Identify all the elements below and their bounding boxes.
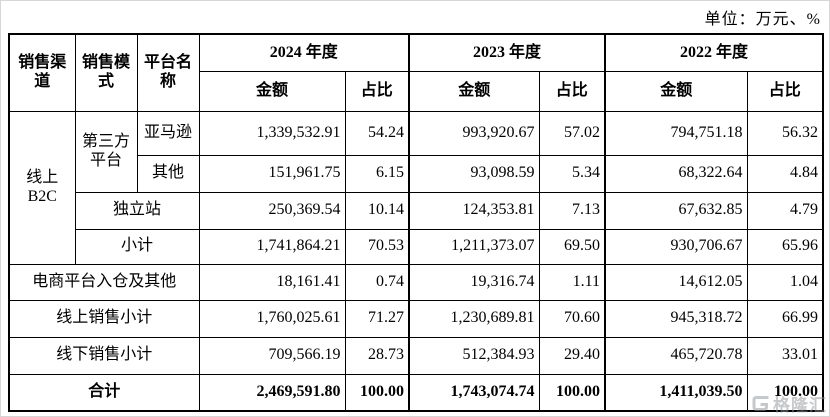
cell-label-online-subtotal: 线上销售小计: [8, 299, 200, 338]
cell-ratio-2022: 100.00: [746, 373, 824, 412]
header-ratio-2022: 占比: [746, 70, 824, 112]
cell-amount-2023: 19,316.74: [408, 263, 540, 301]
cell-platform-independent-site: 独立站: [74, 191, 200, 230]
cell-ratio-2022: 65.96: [746, 228, 824, 265]
cell-ratio-2024: 54.24: [344, 110, 410, 156]
header-amount-2024: 金额: [198, 70, 346, 112]
table-row-warehouse-other: 电商平台入仓及其他 18,161.41 0.74 19,316.74 1.11 …: [8, 263, 824, 301]
cell-amount-2023: 124,353.81: [408, 191, 540, 230]
cell-ratio-2023: 5.34: [538, 154, 606, 193]
cell-ratio-2024: 100.00: [344, 373, 410, 412]
cell-ratio-2024: 70.53: [344, 228, 410, 265]
table-row-other-platforms: 其他 151,961.75 6.15 93,098.59 5.34 68,322…: [9, 154, 824, 193]
cell-amount-2024: 1,339,532.91: [198, 110, 346, 156]
header-sales-channel: 销售渠道: [8, 33, 76, 112]
cell-amount-2024: 709,566.19: [198, 336, 346, 375]
cell-amount-2023: 1,743,074.74: [408, 373, 540, 412]
cell-ratio-2022: 66.99: [746, 299, 824, 338]
cell-amount-2024: 2,469,591.80: [198, 373, 346, 412]
table-row-offline-subtotal: 线下销售小计 709,566.19 28.73 512,384.93 29.40…: [8, 336, 824, 375]
cell-amount-2022: 67,632.85: [604, 191, 748, 230]
cell-amount-2022: 465,720.78: [604, 336, 748, 375]
cell-ratio-2022: 4.79: [746, 191, 824, 230]
cell-amount-2022: 14,612.05: [604, 263, 748, 301]
table-row-independent-site: 独立站 250,369.54 10.14 124,353.81 7.13 67,…: [9, 191, 824, 230]
cell-amount-2024: 151,961.75: [198, 154, 346, 193]
cell-ratio-2024: 10.14: [344, 191, 410, 230]
header-sales-mode: 销售模式: [74, 33, 138, 112]
cell-amount-2022: 930,706.67: [604, 228, 748, 265]
cell-amount-2023: 1,230,689.81: [408, 299, 540, 338]
cell-amount-2023: 1,211,373.07: [408, 228, 540, 265]
cell-amount-2024: 1,760,025.61: [198, 299, 346, 338]
cell-ratio-2022: 56.32: [746, 110, 824, 156]
cell-channel-online-b2c: 线上B2C: [8, 110, 76, 265]
cell-ratio-2024: 28.73: [344, 336, 410, 375]
table-row-online-subtotal: 线上销售小计 1,760,025.61 71.27 1,230,689.81 7…: [8, 299, 824, 338]
cell-ratio-2023: 1.11: [538, 263, 606, 301]
cell-amount-2022: 794,751.18: [604, 110, 748, 156]
cell-amount-2022: 1,411,039.50: [604, 373, 748, 412]
cell-amount-2024: 1,741,864.21: [198, 228, 346, 265]
sales-channel-table: 销售渠道 销售模式 平台名称 2024 年度 2023 年度 2022 年度 金…: [8, 33, 825, 412]
cell-amount-2024: 250,369.54: [198, 191, 346, 230]
table-row-b2c-subtotal: 小计 1,741,864.21 70.53 1,211,373.07 69.50…: [9, 228, 824, 265]
cell-label-warehouse-other: 电商平台入仓及其他: [8, 263, 200, 301]
header-amount-2023: 金额: [408, 70, 540, 112]
cell-ratio-2023: 100.00: [538, 373, 606, 412]
header-ratio-2024: 占比: [344, 70, 410, 112]
header-row-years: 销售渠道 销售模式 平台名称 2024 年度 2023 年度 2022 年度: [8, 33, 824, 112]
cell-ratio-2024: 71.27: [344, 299, 410, 338]
cell-mode-third-party: 第三方平台: [74, 110, 138, 193]
table-row-amazon: 线上B2C 第三方平台 亚马逊 1,339,532.91 54.24 993,9…: [8, 110, 824, 265]
cell-ratio-2023: 7.13: [538, 191, 606, 230]
cell-label-offline-subtotal: 线下销售小计: [8, 336, 200, 375]
cell-amount-2024: 18,161.41: [198, 263, 346, 301]
header-row-metrics: 金额 占比 金额 占比 金额 占比: [9, 70, 824, 112]
cell-ratio-2023: 70.60: [538, 299, 606, 338]
header-year-2022: 2022 年度: [604, 33, 824, 72]
cell-ratio-2022: 4.84: [746, 154, 824, 193]
header-platform-name: 平台名称: [136, 33, 200, 112]
cell-ratio-2023: 69.50: [538, 228, 606, 265]
cell-label-grand-total: 合计: [8, 373, 200, 412]
cell-amount-2023: 512,384.93: [408, 336, 540, 375]
cell-ratio-2023: 57.02: [538, 110, 606, 156]
header-ratio-2023: 占比: [538, 70, 606, 112]
cell-amount-2022: 945,318.72: [604, 299, 748, 338]
cell-ratio-2023: 29.40: [538, 336, 606, 375]
cell-platform-subtotal: 小计: [74, 228, 200, 265]
table-row-grand-total: 合计 2,469,591.80 100.00 1,743,074.74 100.…: [8, 373, 824, 412]
header-year-2024: 2024 年度: [198, 33, 410, 72]
cell-ratio-2024: 6.15: [344, 154, 410, 193]
cell-amount-2023: 993,920.67: [408, 110, 540, 156]
cell-platform-other: 其他: [136, 154, 200, 193]
cell-amount-2023: 93,098.59: [408, 154, 540, 193]
cell-ratio-2022: 1.04: [746, 263, 824, 301]
cell-amount-2022: 68,322.64: [604, 154, 748, 193]
header-year-2023: 2023 年度: [408, 33, 606, 72]
cell-platform-amazon: 亚马逊: [136, 110, 200, 156]
cell-ratio-2022: 33.01: [746, 336, 824, 375]
cell-ratio-2024: 0.74: [344, 263, 410, 301]
header-amount-2022: 金额: [604, 70, 748, 112]
unit-label: 单位：万元、%: [704, 11, 821, 28]
